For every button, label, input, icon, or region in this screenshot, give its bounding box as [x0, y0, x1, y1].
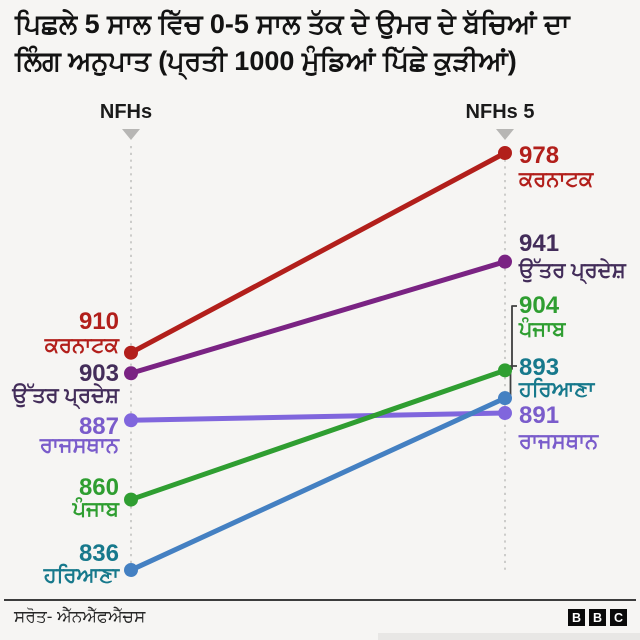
slope-line-karnataka — [128, 150, 508, 356]
left-value-label-punjab: 860 — [78, 474, 119, 501]
left-name-label-karnataka: ਕਰਨਾਟਕ — [44, 334, 119, 357]
slope-line-uttar-pradesh — [128, 259, 508, 376]
right-name-label-haryana: ਹਰਿਆਣਾ — [519, 378, 595, 401]
bbc-logo-letter-b1: B — [568, 609, 585, 626]
dot-right-karnataka — [498, 146, 512, 160]
bbc-logo-letter-c: C — [610, 609, 627, 626]
slope-line-rajasthan — [128, 410, 508, 423]
left-name-label-rajasthan: ਰਾਜਸਥਾਨ — [39, 434, 119, 457]
right-value-label-uttar-pradesh: 941 — [519, 230, 560, 257]
right-value-label-karnataka: 978 — [519, 142, 560, 169]
bbc-logo-letter-b2: B — [589, 609, 606, 626]
column-header-nfhs5: NFHs 5 — [465, 101, 535, 123]
bottom-edge-strip — [378, 633, 640, 640]
dot-left-punjab — [124, 492, 138, 507]
chart-title-line1: ਪਿਛਲੇ 5 ਸਾਲ ਵਿੱਚ 0-5 ਸਾਲ ਤੱਕ ਦੇ ਉਮਰ ਦੇ ਬ… — [15, 9, 570, 39]
slope-line-punjab — [128, 367, 508, 503]
right-name-label-karnataka: ਕਰਨਾਟਕ — [519, 168, 594, 191]
axis-marker-triangle-right — [496, 129, 514, 140]
slope-line-haryana — [128, 395, 508, 573]
dot-right-haryana — [498, 391, 512, 406]
right-name-label-punjab: ਪੰਜਾਬ — [519, 318, 566, 341]
left-value-label-haryana: 836 — [78, 540, 119, 567]
bbc-logo: B B C — [568, 609, 627, 626]
left-name-label-punjab: ਪੰਜਾਬ — [72, 498, 119, 521]
chart-title-line2: ਲਿੰਗ ਅਨੁਪਾਤ (ਪ੍ਰਤੀ 1000 ਮੁੰਡਿਆਂ ਪਿੱਛੇ ਕੁ… — [15, 46, 517, 76]
right-value-label-punjab: 904 — [519, 292, 560, 319]
dot-left-rajasthan — [124, 413, 138, 428]
axis-marker-triangle-left — [122, 129, 140, 140]
right-name-label-rajasthan: ਰਾਜਸਥਾਨ — [519, 430, 599, 453]
right-name-label-uttar-pradesh: ਉੱਤਰ ਪ੍ਰਦੇਸ਼ — [519, 259, 626, 282]
left-value-label-rajasthan: 887 — [78, 413, 119, 440]
dot-right-rajasthan — [498, 406, 512, 421]
dot-right-uttar-pradesh — [498, 254, 512, 269]
footer-divider — [4, 599, 636, 601]
dot-left-karnataka — [124, 345, 138, 360]
source-text: ਸਰੋਤ- ਐੱਨਐੱਫਐੱਚਸ — [14, 607, 146, 626]
left-value-label-karnataka: 910 — [78, 308, 119, 335]
left-value-label-uttar-pradesh: 903 — [78, 360, 119, 387]
right-value-label-haryana: 893 — [519, 354, 560, 381]
label-connector-punjab — [505, 305, 517, 372]
right-value-label-rajasthan: 891 — [519, 402, 560, 429]
dot-right-punjab — [498, 363, 512, 378]
left-name-label-uttar-pradesh: ਉੱਤਰ ਪ੍ਰਦੇਸ਼ — [12, 384, 119, 407]
dot-left-haryana — [124, 563, 138, 578]
chart-title: ਪਿਛਲੇ 5 ਸਾਲ ਵਿੱਚ 0-5 ਸਾਲ ਤੱਕ ਦੇ ਉਮਰ ਦੇ ਬ… — [15, 6, 627, 80]
left-name-label-haryana: ਹਰਿਆਣਾ — [43, 564, 119, 587]
column-header-nfhs: NFHs — [99, 101, 153, 123]
dot-left-uttar-pradesh — [124, 366, 138, 381]
